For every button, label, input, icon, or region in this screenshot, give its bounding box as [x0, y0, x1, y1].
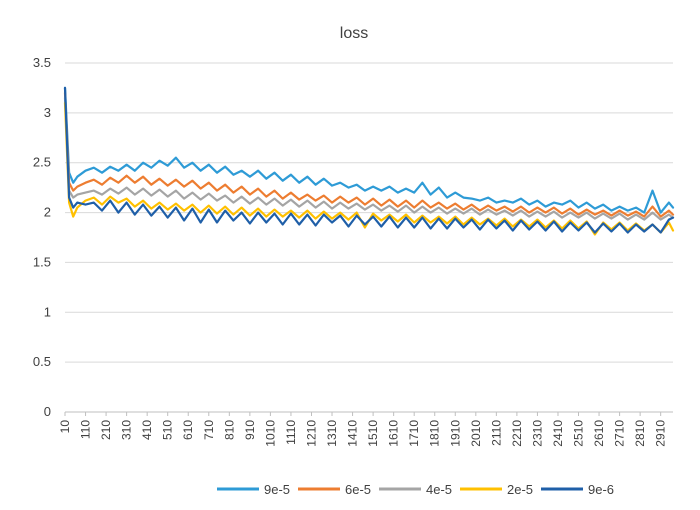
x-tick-label: 810 [222, 420, 236, 440]
y-tick-label: 2 [44, 205, 51, 220]
x-tick-label: 610 [181, 420, 195, 440]
x-tick-label: 2010 [469, 420, 483, 447]
y-tick-label: 0.5 [33, 354, 51, 369]
y-tick-label: 3.5 [33, 55, 51, 70]
x-tick-label: 910 [243, 420, 257, 440]
x-tick-label: 410 [140, 420, 154, 440]
x-tick-label: 1010 [263, 420, 277, 447]
y-tick-label: 0 [44, 404, 51, 419]
x-tick-label: 1510 [366, 420, 380, 447]
x-tick-label: 2810 [633, 420, 647, 447]
y-tick-label: 2.5 [33, 155, 51, 170]
x-tick-label: 2710 [613, 420, 627, 447]
x-tick-label: 710 [202, 420, 216, 440]
x-tick-label: 510 [161, 420, 175, 440]
x-tick-label: 1310 [325, 420, 339, 447]
x-tick-label: 310 [120, 420, 134, 440]
legend-label: 2e-5 [507, 482, 533, 497]
legend-label: 6e-5 [345, 482, 371, 497]
x-tick-label: 1210 [304, 420, 318, 447]
x-tick-label: 2310 [530, 420, 544, 447]
gridlines [65, 62, 673, 413]
x-tick-label: 10 [58, 420, 72, 434]
legend: 9e-5 6e-5 4e-5 2e-5 9e-6 [217, 482, 614, 497]
series-line-9e-6 [63, 86, 675, 234]
x-tick-label: 1410 [346, 420, 360, 447]
x-tick-label: 1610 [387, 420, 401, 447]
legend-label: 9e-6 [588, 482, 614, 497]
y-tick-label: 3 [44, 105, 51, 120]
x-tick-label: 1910 [448, 420, 462, 447]
y-tick-label: 1 [44, 304, 51, 319]
x-tick-label: 2210 [510, 420, 524, 447]
x-tick-label: 1710 [407, 420, 421, 447]
series-lines [63, 86, 675, 236]
series-line-2e-5 [63, 101, 675, 236]
x-tick-label: 2610 [592, 420, 606, 447]
legend-label: 9e-5 [264, 482, 290, 497]
y-axis-ticks: 0 0.5 1 1.5 2 2.5 3 3.5 [33, 55, 51, 419]
x-tick-label: 2510 [572, 420, 586, 447]
series-line-9e-5 [63, 86, 675, 214]
x-tick-label: 1810 [428, 420, 442, 447]
y-tick-label: 1.5 [33, 254, 51, 269]
x-tick-label: 2110 [489, 420, 503, 446]
x-tick-label: 1110 [284, 420, 298, 445]
series-line-4e-5 [63, 96, 675, 221]
x-tick-label: 2910 [654, 420, 668, 447]
x-tick-label: 2410 [551, 420, 565, 447]
series-line-6e-5 [63, 91, 675, 218]
chart-title: loss [340, 25, 368, 42]
x-axis-ticks: 10 110 210 310 410 510 610 710 810 910 1010 1110 121… [58, 412, 668, 447]
x-tick-label: 110 [79, 420, 93, 439]
legend-label: 4e-5 [426, 482, 452, 497]
x-tick-label: 210 [99, 420, 113, 440]
